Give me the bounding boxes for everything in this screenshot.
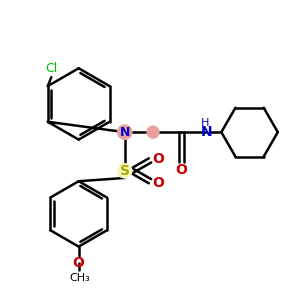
Text: H: H	[201, 118, 209, 128]
Text: O: O	[152, 176, 164, 190]
Text: CH₃: CH₃	[70, 273, 91, 283]
Circle shape	[118, 125, 132, 139]
Circle shape	[147, 126, 159, 138]
Text: O: O	[152, 152, 164, 166]
Text: O: O	[73, 256, 85, 270]
Text: N: N	[119, 126, 130, 139]
Text: Cl: Cl	[45, 62, 58, 75]
Text: O: O	[175, 163, 187, 177]
Circle shape	[118, 164, 132, 178]
Text: S: S	[120, 164, 130, 178]
Text: N: N	[201, 125, 212, 139]
